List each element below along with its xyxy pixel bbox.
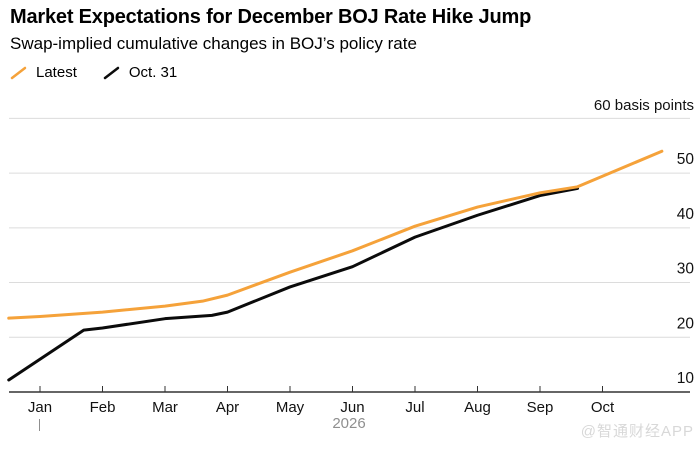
latest-series-swatch-icon bbox=[10, 66, 27, 79]
x-tick-label: Jun bbox=[340, 399, 364, 416]
x-tick-label: Apr bbox=[216, 399, 239, 416]
legend-label-latest: Latest bbox=[36, 64, 77, 81]
y-tick-label: 10 bbox=[677, 370, 695, 387]
x-tick-label: Jul bbox=[405, 399, 424, 416]
legend-item-oct31: Oct. 31 bbox=[103, 64, 177, 81]
oct31-series-swatch-icon bbox=[103, 66, 120, 79]
y-tick-label: 20 bbox=[677, 315, 695, 332]
chart-subtitle: Swap-implied cumulative changes in BOJ’s… bbox=[10, 34, 417, 53]
legend-item-latest: Latest bbox=[10, 64, 77, 81]
y-tick-label: 40 bbox=[677, 206, 695, 223]
x-axis-year-label: 2026 bbox=[332, 415, 366, 432]
legend-label-oct31: Oct. 31 bbox=[128, 64, 178, 81]
x-tick-label: Aug bbox=[464, 399, 491, 416]
x-tick-label: Sep bbox=[527, 399, 554, 416]
series-line-latest bbox=[7, 149, 664, 320]
x-tick-label: Mar bbox=[152, 399, 178, 416]
watermark: @智通财经APP bbox=[580, 423, 694, 440]
chart-legend: Latest Oct. 31 bbox=[10, 64, 177, 81]
x-tick-label: May bbox=[276, 399, 305, 416]
x-tick-label: Oct bbox=[591, 399, 615, 416]
x-tick-label: Jan bbox=[28, 399, 52, 416]
y-tick-label: 50 bbox=[677, 151, 695, 168]
x-tick-label: Feb bbox=[90, 399, 116, 416]
y-axis-unit-label: 60 basis points bbox=[593, 97, 694, 114]
y-tick-label: 30 bbox=[677, 261, 695, 278]
series-line-oct-31 bbox=[7, 186, 579, 382]
chart-title: Market Expectations for December BOJ Rat… bbox=[10, 6, 532, 28]
